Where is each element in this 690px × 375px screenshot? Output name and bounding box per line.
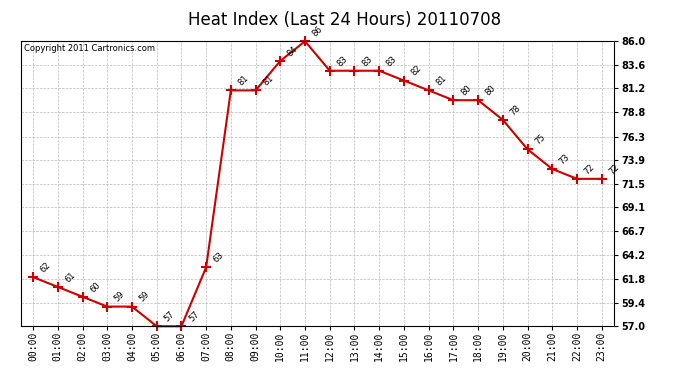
- Text: 75: 75: [533, 133, 547, 147]
- Text: 80: 80: [484, 84, 497, 98]
- Text: 72: 72: [582, 162, 596, 176]
- Text: 63: 63: [212, 251, 226, 264]
- Text: 81: 81: [434, 74, 448, 88]
- Text: 86: 86: [310, 24, 324, 39]
- Text: 73: 73: [558, 152, 572, 166]
- Text: 82: 82: [409, 64, 424, 78]
- Text: 83: 83: [335, 54, 349, 68]
- Text: 59: 59: [137, 290, 151, 304]
- Text: 81: 81: [261, 74, 275, 88]
- Text: 59: 59: [112, 290, 126, 304]
- Text: 80: 80: [459, 84, 473, 98]
- Text: Heat Index (Last 24 Hours) 20110708: Heat Index (Last 24 Hours) 20110708: [188, 11, 502, 29]
- Text: 57: 57: [162, 310, 176, 324]
- Text: 83: 83: [360, 54, 374, 68]
- Text: 83: 83: [385, 54, 399, 68]
- Text: 60: 60: [88, 280, 102, 294]
- Text: 61: 61: [63, 270, 77, 284]
- Text: 72: 72: [607, 162, 621, 176]
- Text: Copyright 2011 Cartronics.com: Copyright 2011 Cartronics.com: [23, 44, 155, 53]
- Text: 81: 81: [237, 74, 250, 88]
- Text: 57: 57: [187, 310, 201, 324]
- Text: 62: 62: [39, 261, 52, 274]
- Text: 84: 84: [286, 44, 299, 58]
- Text: 78: 78: [509, 103, 522, 117]
